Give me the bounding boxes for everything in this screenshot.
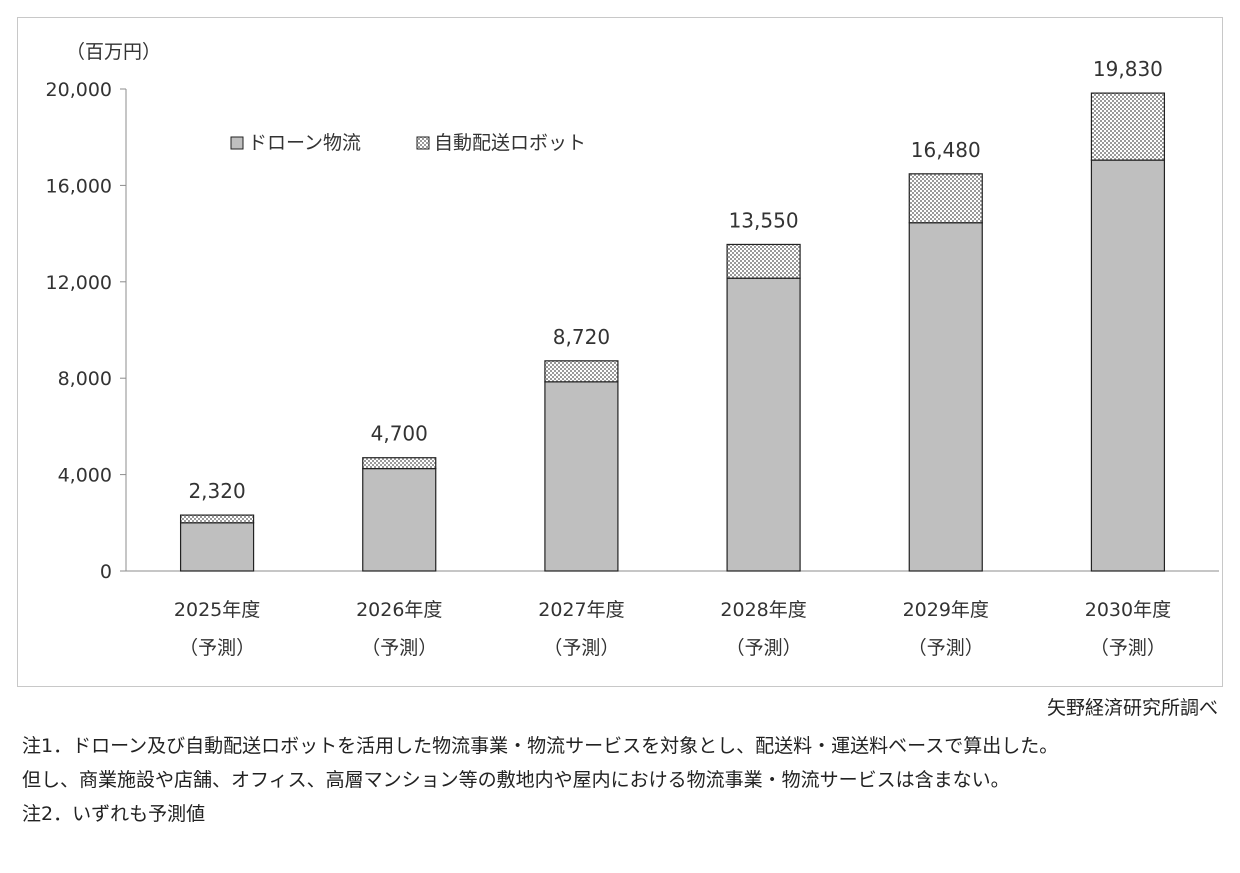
y-tick-label: 8,000	[58, 368, 112, 390]
legend-swatch-robot	[416, 136, 430, 150]
y-tick-label: 4,000	[58, 465, 112, 487]
source-credit: 矢野経済研究所調べ	[1046, 697, 1218, 719]
legend-label: ドローン物流	[248, 132, 361, 154]
bar-segment-robot	[362, 457, 437, 470]
x-tick-sublabel: （予測）	[361, 637, 437, 659]
bar-segment-robot	[1090, 92, 1166, 161]
chart-frame: （百万円） 0 4,000 8,000 12,000 16,000 20,000 2,32…	[17, 17, 1223, 687]
x-tick-label: 2027年度	[538, 599, 624, 621]
note-line: 注2．いずれも予測値	[22, 803, 206, 825]
bar-segment-robot	[908, 173, 983, 224]
bar-total-label: 19,830	[1093, 57, 1163, 81]
bar-total-label: 2,320	[188, 479, 245, 503]
note-line: 但し、商業施設や店舗、オフィス、高層マンション等の敷地内や屋内における物流事業・…	[22, 769, 1010, 791]
bar-segment-robot	[726, 243, 801, 279]
bar-segment-robot	[179, 514, 255, 524]
y-unit-label: （百万円）	[66, 41, 161, 63]
x-tick-sublabel: （予測）	[726, 637, 802, 659]
y-tick-label: 12,000	[46, 272, 112, 294]
bar-segment-drone	[908, 222, 983, 572]
note-line: 注1．ドローン及び自動配送ロボットを活用した物流事業・物流サービスを対象とし、配…	[22, 735, 1059, 757]
y-tick-label: 20,000	[46, 79, 112, 101]
legend-swatch-drone	[230, 136, 244, 150]
bar-total-label: 8,720	[553, 325, 610, 349]
x-tick-label: 2025年度	[174, 599, 260, 621]
bar-segment-robot	[544, 360, 619, 383]
x-tick-sublabel: （予測）	[179, 637, 255, 659]
y-tick-label: 16,000	[46, 175, 112, 197]
bar-segment-drone	[726, 277, 801, 572]
bar-total-label: 13,550	[729, 208, 799, 232]
stacked-bar-chart: （百万円） 0 4,000 8,000 12,000 16,000 20,000 2,32…	[46, 41, 1219, 659]
x-tick-sublabel: （予測）	[908, 637, 984, 659]
y-tick-label: 0	[100, 561, 112, 583]
x-tick-sublabel: （予測）	[1090, 637, 1166, 659]
bar-segment-drone	[544, 381, 619, 572]
bar-segment-drone	[179, 522, 255, 572]
x-tick-label: 2028年度	[720, 599, 806, 621]
x-tick-label: 2029年度	[903, 599, 989, 621]
legend-label: 自動配送ロボット	[434, 132, 586, 154]
notes: 注1．ドローン及び自動配送ロボットを活用した物流事業・物流サービスを対象とし、配…	[22, 729, 1058, 831]
bar-total-label: 16,480	[911, 138, 981, 162]
bar-total-label: 4,700	[371, 422, 428, 446]
bar-segment-drone	[1090, 159, 1166, 572]
x-tick-label: 2026年度	[356, 599, 442, 621]
x-tick-sublabel: （予測）	[543, 637, 619, 659]
bar-segment-drone	[362, 467, 437, 572]
x-tick-label: 2030年度	[1085, 599, 1171, 621]
legend: ドローン物流 自動配送ロボット	[230, 132, 586, 154]
